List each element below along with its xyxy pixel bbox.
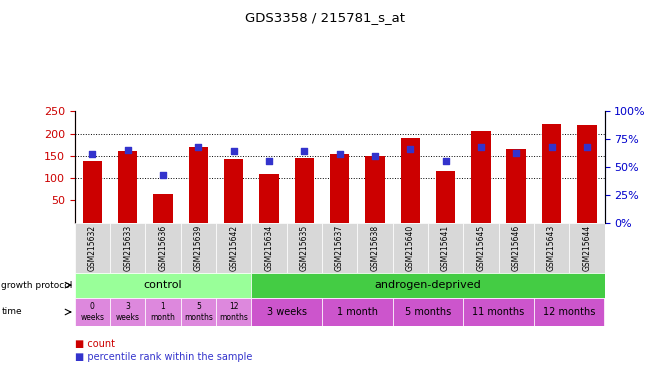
Text: ■ percentile rank within the sample: ■ percentile rank within the sample [75, 352, 252, 362]
Text: GSM215640: GSM215640 [406, 225, 415, 271]
Bar [358, 223, 393, 273]
Text: GSM215638: GSM215638 [370, 225, 380, 271]
Text: GSM215644: GSM215644 [582, 225, 592, 271]
Text: GSM215641: GSM215641 [441, 225, 450, 271]
Bar [224, 159, 243, 223]
Point [511, 149, 521, 156]
Text: GSM215636: GSM215636 [159, 225, 168, 271]
Text: GSM215646: GSM215646 [512, 225, 521, 271]
Text: growth protocol: growth protocol [1, 281, 73, 290]
Text: 1
month: 1 month [151, 302, 176, 322]
Text: 12 months: 12 months [543, 307, 595, 317]
Text: GDS3358 / 215781_s_at: GDS3358 / 215781_s_at [245, 12, 405, 25]
Bar [216, 223, 252, 273]
Bar [569, 223, 604, 273]
Text: GSM215635: GSM215635 [300, 225, 309, 271]
Bar [393, 223, 428, 273]
Text: GSM215637: GSM215637 [335, 225, 344, 271]
Point [193, 144, 203, 150]
Point [229, 148, 239, 154]
Point [440, 159, 450, 165]
Bar [542, 124, 561, 223]
Point [299, 148, 309, 154]
Point [334, 151, 345, 157]
Point [546, 144, 556, 150]
Bar [181, 298, 216, 326]
Bar [428, 223, 463, 273]
Text: 5
months: 5 months [184, 302, 213, 322]
Bar [153, 194, 173, 223]
Point [87, 151, 98, 157]
Point [122, 147, 133, 154]
Bar [188, 147, 208, 223]
Bar [216, 298, 252, 326]
Point [158, 172, 168, 178]
Text: 3 weeks: 3 weeks [266, 307, 307, 317]
Bar [400, 138, 420, 223]
Bar [75, 273, 252, 298]
Text: GSM215645: GSM215645 [476, 225, 486, 271]
Point [370, 153, 380, 159]
Text: control: control [144, 280, 183, 290]
Bar [118, 151, 137, 223]
Point [405, 146, 415, 152]
Point [264, 159, 274, 165]
Text: GSM215639: GSM215639 [194, 225, 203, 271]
Bar [110, 223, 146, 273]
Bar [287, 223, 322, 273]
Bar [146, 298, 181, 326]
Bar [146, 223, 181, 273]
Bar [499, 223, 534, 273]
Bar [83, 161, 102, 223]
Bar [252, 273, 604, 298]
Bar [181, 223, 216, 273]
Text: GSM215643: GSM215643 [547, 225, 556, 271]
Text: androgen-deprived: androgen-deprived [374, 280, 481, 290]
Bar [322, 223, 358, 273]
Text: GSM215632: GSM215632 [88, 225, 97, 271]
Point [476, 144, 486, 150]
Bar [393, 298, 463, 326]
Bar [322, 298, 393, 326]
Text: GSM215642: GSM215642 [229, 225, 238, 271]
Text: 3
weeks: 3 weeks [116, 302, 140, 322]
Bar [330, 154, 349, 223]
Text: ■ count: ■ count [75, 339, 115, 349]
Text: 0
weeks: 0 weeks [81, 302, 105, 322]
Bar [463, 223, 499, 273]
Text: 5 months: 5 months [405, 307, 451, 317]
Bar [534, 298, 604, 326]
Bar [75, 298, 110, 326]
Bar [259, 174, 279, 223]
Bar [294, 158, 314, 223]
Bar [506, 149, 526, 223]
Bar [471, 131, 491, 223]
Bar [436, 172, 455, 223]
Text: GSM215633: GSM215633 [124, 225, 132, 271]
Bar [365, 156, 385, 223]
Bar [110, 298, 146, 326]
Text: time: time [1, 308, 22, 316]
Bar [577, 125, 597, 223]
Bar [75, 223, 110, 273]
Bar [463, 298, 534, 326]
Point [582, 144, 592, 150]
Bar [252, 223, 287, 273]
Text: 11 months: 11 months [473, 307, 525, 317]
Text: 12
months: 12 months [219, 302, 248, 322]
Bar [252, 298, 322, 326]
Text: GSM215634: GSM215634 [265, 225, 274, 271]
Text: 1 month: 1 month [337, 307, 378, 317]
Bar [534, 223, 569, 273]
